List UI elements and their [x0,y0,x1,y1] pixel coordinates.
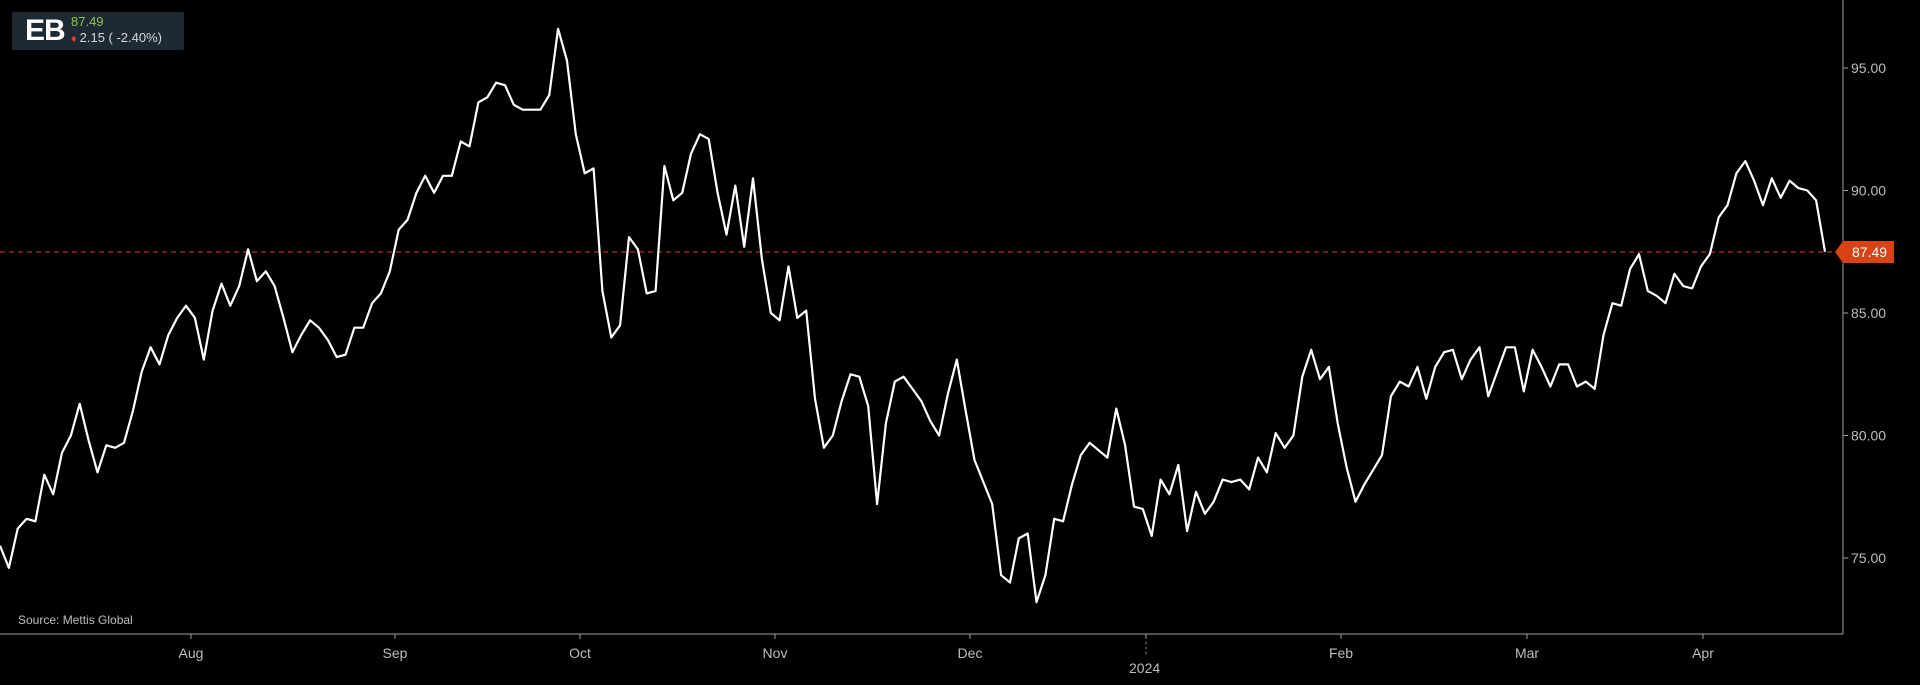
y-tick-label: 75.00 [1851,550,1886,566]
x-tick-label: Nov [763,645,788,661]
x-axis-ticks: Aug Sep Oct Nov Dec Feb Mar Apr [179,634,1714,661]
y-tick-label: 90.00 [1851,183,1886,199]
y-tick-label: 80.00 [1851,428,1886,444]
x-tick-label: Mar [1515,645,1539,661]
x-tick-label: Dec [958,645,983,661]
last-price-tag: 87.49 [1835,240,1894,263]
x-tick-label: Aug [179,645,204,661]
year-label: 2024 [1129,660,1161,676]
y-axis-ticks: 95.00 90.00 85.00 80.00 75.00 [1843,60,1886,566]
x-tick-label: Feb [1329,645,1353,661]
ticker-change: 2.15 ( -2.40%) [79,30,162,45]
last-price-tag-shape [1835,240,1894,263]
x-tick-label: Sep [383,645,408,661]
ticker-badge: EB 87.49 ♦ 2.15 ( -2.40%) [12,12,184,50]
x-tick-label: Oct [569,645,591,661]
ticker-change-row: ♦ 2.15 ( -2.40%) [71,30,162,47]
down-arrow-icon: ♦ [71,33,77,45]
y-tick-label: 95.00 [1851,60,1886,76]
y-tick-label: 85.00 [1851,305,1886,321]
source-note: Source: Mettis Global [18,613,133,627]
x-tick-label: Apr [1692,645,1714,661]
ticker-price: 87.49 [71,14,104,29]
ticker-symbol: EB [25,14,66,47]
last-price-label: 87.49 [1852,244,1887,260]
price-series-line [0,27,1827,604]
